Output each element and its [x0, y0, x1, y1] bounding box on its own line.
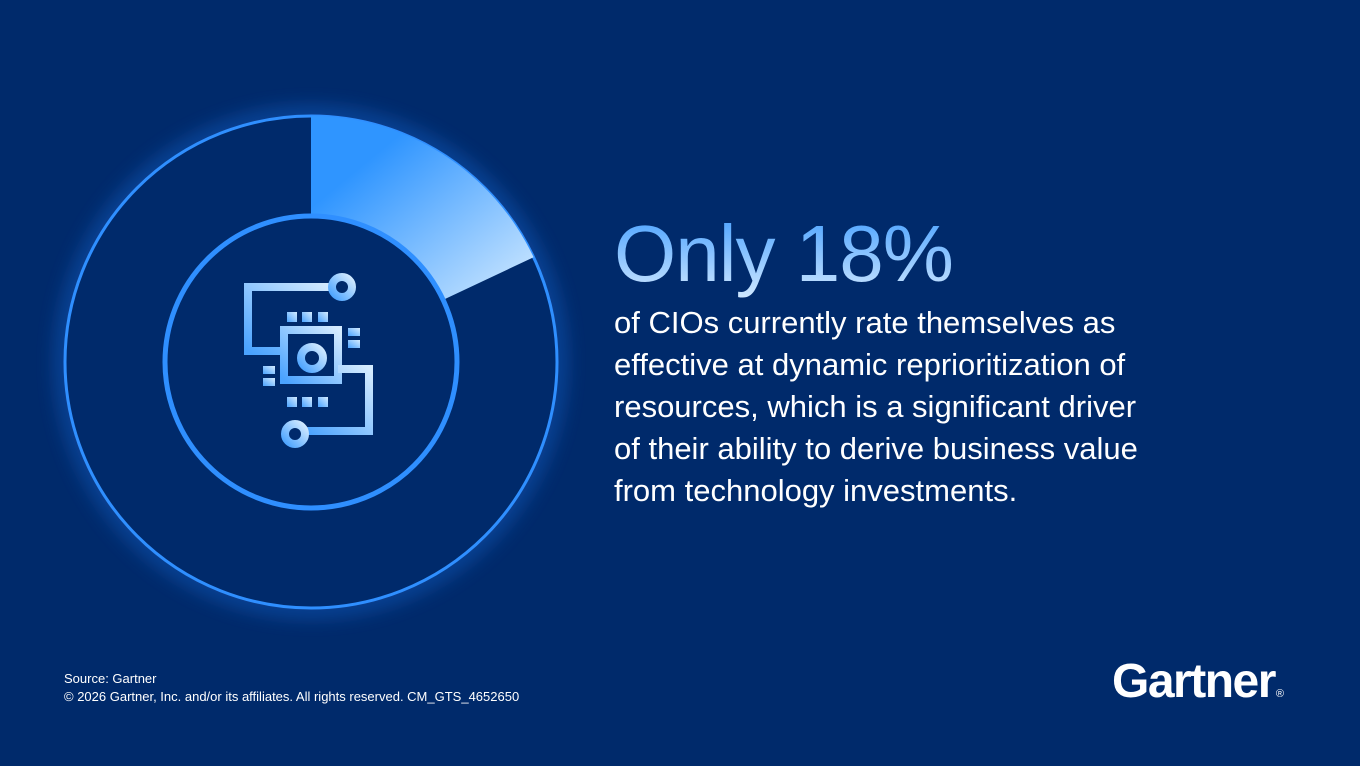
chip-pins	[263, 312, 360, 407]
circuit-chip-icon	[244, 273, 373, 448]
footer: Source: Gartner © 2026 Gartner, Inc. and…	[64, 670, 519, 706]
gartner-logo: Gartner®	[1112, 652, 1284, 724]
description-line: of CIOs currently rate themselves as	[614, 305, 1116, 340]
stat-description: of CIOs currently rate themselves as eff…	[614, 302, 1214, 512]
source-note: Source: Gartner	[64, 671, 157, 686]
description-line: resources, which is a significant driver	[614, 389, 1137, 424]
description-line: from technology investments.	[614, 473, 1018, 508]
description-line: effective at dynamic reprioritization of	[614, 347, 1126, 382]
donut-chart	[58, 109, 564, 615]
headline-stat: Only 18%	[614, 206, 954, 302]
description-line: of their ability to derive business valu…	[614, 431, 1138, 466]
inner-ring	[162, 213, 460, 511]
logo-text: Gartner	[1112, 655, 1276, 708]
registered-mark: ®	[1275, 688, 1284, 700]
copyright-note: © 2026 Gartner, Inc. and/or its affiliat…	[64, 689, 520, 704]
highlight-segment	[311, 116, 534, 300]
